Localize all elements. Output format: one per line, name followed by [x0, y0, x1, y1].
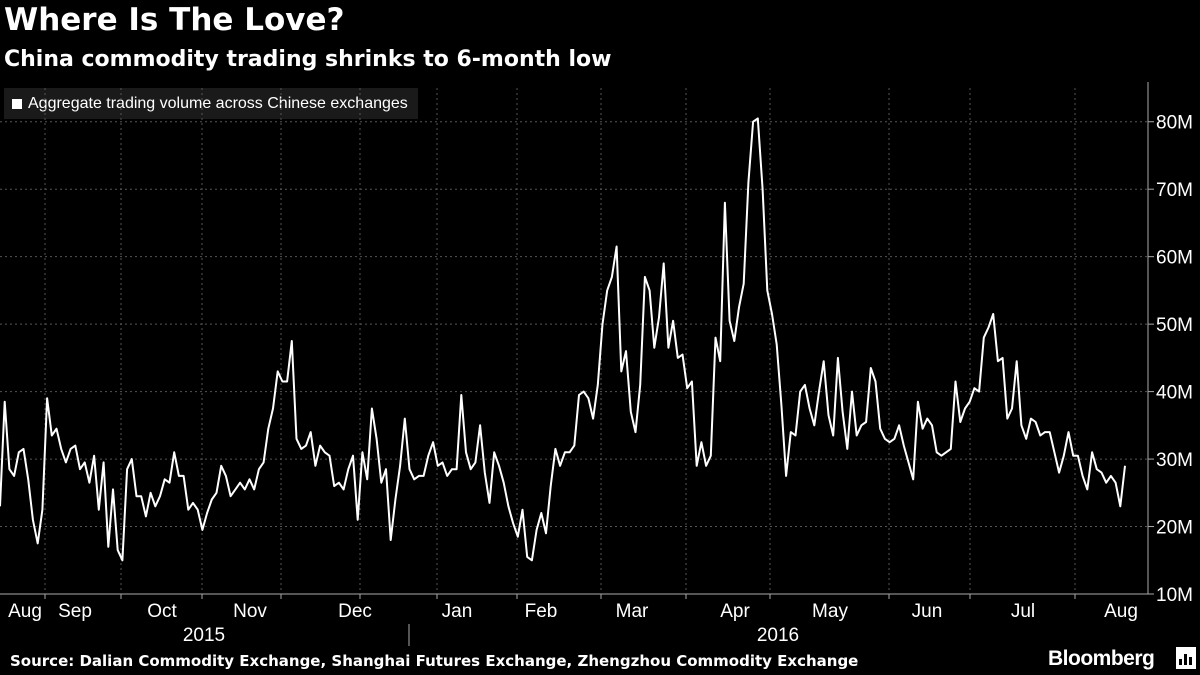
legend-swatch [12, 98, 22, 109]
x-year-label: 2016 [757, 625, 799, 646]
legend-label: Aggregate trading volume across Chinese … [28, 94, 408, 112]
series-line-aggregate-volume [0, 117, 1126, 562]
y-tick-label: 60M [1156, 248, 1193, 269]
x-tick-label: Jan [442, 601, 473, 622]
y-tick-label: 10M [1156, 585, 1193, 606]
y-tick-label: 20M [1156, 518, 1193, 539]
x-tick-label: Mar [616, 601, 649, 622]
x-tick-label: Aug [8, 601, 42, 622]
x-tick-label: Dec [338, 601, 372, 622]
x-tick-label: Sep [58, 601, 92, 622]
x-tick-label: Aug [1104, 601, 1138, 622]
y-tick-label: 30M [1156, 450, 1193, 471]
y-tick-label: 80M [1156, 113, 1193, 134]
x-tick-label: Jun [912, 601, 943, 622]
y-tick-label: 50M [1156, 315, 1193, 336]
y-tick-label: 40M [1156, 383, 1193, 404]
x-tick-label: Oct [147, 601, 177, 622]
chart-title: Where Is The Love? [4, 2, 345, 38]
bloomberg-chart-icon [1176, 647, 1196, 669]
legend: Aggregate trading volume across Chinese … [4, 88, 418, 119]
x-tick-label: Jul [1011, 601, 1035, 622]
chart-subtitle: China commodity trading shrinks to 6-mon… [4, 47, 612, 72]
source-note: Source: Dalian Commodity Exchange, Shang… [10, 652, 859, 670]
x-year-label: 2015 [183, 625, 225, 646]
brand-logo: Bloomberg [1048, 647, 1155, 670]
y-tick-label: 70M [1156, 180, 1193, 201]
x-tick-label: Nov [233, 601, 267, 622]
x-tick-label: Apr [720, 601, 750, 622]
x-tick-label: May [812, 601, 848, 622]
x-tick-label: Feb [525, 601, 558, 622]
